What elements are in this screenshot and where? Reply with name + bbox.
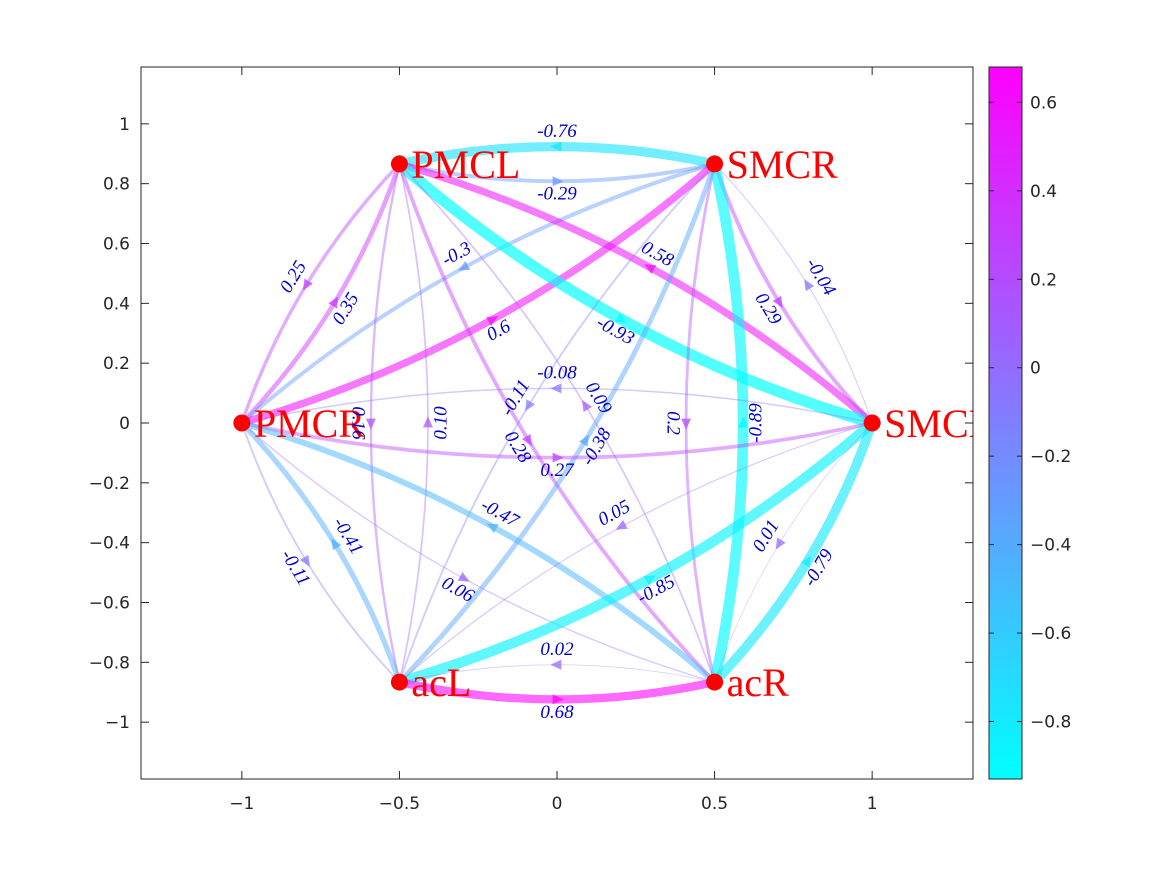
edge-arrowhead (550, 141, 562, 152)
node-acR (706, 673, 724, 691)
edge-arrowhead (643, 575, 656, 586)
plot-area (141, 67, 973, 779)
colorbar-frame (988, 66, 1023, 780)
edge-arrowhead (550, 659, 562, 670)
node-label-PMCR: PMCR (254, 401, 365, 446)
colorbar-gradient (989, 67, 1022, 779)
edge-arrowhead (775, 537, 786, 550)
y-tick-label: 0 (119, 414, 130, 434)
edge-arrowhead (552, 176, 564, 187)
node-SMCR (706, 155, 724, 173)
edge-arrowhead (486, 523, 499, 534)
colorbar-ticks: 0.6 0.4 0.2 0 −0.2 −0.4 −0.6 −0.8 (989, 93, 1071, 733)
edge-arrowhead (550, 383, 562, 394)
edges-layer (238, 141, 878, 705)
y-tick-label: −0.4 (89, 534, 130, 554)
nodes-layer (233, 155, 881, 691)
y-tick-label: −0.6 (89, 593, 130, 613)
x-tick-label: −0.5 (379, 794, 420, 814)
y-tick-label: 1 (119, 115, 130, 135)
edge-label: 0.16 (348, 406, 369, 440)
edge-arrowhead (615, 312, 628, 323)
edge-arrowhead (422, 416, 433, 428)
node-label-acR: acR (727, 660, 790, 705)
node-SMCL (863, 414, 881, 432)
x-tick-label: 1 (867, 794, 878, 814)
edge-arrowhead (681, 418, 692, 430)
edge-label: 0.02 (540, 639, 574, 660)
edge-label: 0.68 (540, 702, 574, 723)
node-label-SMCR: SMCR (727, 142, 838, 187)
colorbar-tick-label: −0.6 (1030, 624, 1071, 644)
edge-arrowhead (578, 434, 589, 447)
x-tick-label: 0.5 (701, 794, 728, 814)
node-label-SMCL: SMCL (884, 401, 993, 446)
node-label-acL: acL (411, 660, 471, 705)
y-tick-label: −0.2 (89, 474, 130, 494)
edge-label: 0.10 (430, 406, 451, 440)
edge-arrowhead (644, 264, 657, 274)
edge-arrowhead (804, 279, 815, 292)
edge-arrowhead (457, 572, 470, 582)
y-tick-label: 0.8 (103, 175, 130, 195)
node-labels-layer: PMCL SMCR PMCR SMCL acL acR (254, 142, 993, 705)
edge-label: -0.29 (537, 184, 577, 205)
x-tick-label: −1 (229, 794, 254, 814)
edge-label: -0.08 (537, 363, 577, 384)
edge-arrowhead (302, 278, 313, 291)
y-tick-label: 0.2 (103, 354, 130, 374)
node-label-PMCL: PMCL (411, 142, 520, 187)
edge-label: 0.2 (663, 411, 684, 435)
y-tick-label: 0.6 (103, 235, 130, 255)
edge-arrowhead (801, 555, 812, 568)
edge-arrowhead (615, 520, 628, 530)
edge-arrowhead (738, 416, 749, 428)
edge-arrowhead (328, 296, 339, 309)
y-tick-label: −1 (105, 713, 130, 733)
edge-arrowhead (772, 295, 783, 308)
edge-arrowhead (521, 433, 532, 446)
edge-label: -0.76 (537, 121, 577, 142)
node-PMCR (233, 414, 251, 432)
edge-arrowhead (552, 452, 564, 463)
y-axis: 1 0.8 0.6 0.4 0.2 0 −0.2 −0.4 −0.6 −0.8 −1 (89, 115, 973, 733)
edge-arrowhead (486, 316, 499, 326)
edge-arrowhead (552, 694, 564, 705)
edge-label: -0.89 (745, 403, 766, 443)
node-PMCL (390, 155, 408, 173)
y-tick-label: 0.4 (103, 294, 130, 314)
edge-arrowhead (458, 260, 471, 271)
x-tick-label: 0 (552, 794, 563, 814)
node-acL (390, 673, 408, 691)
colorbar-tick-label: 0 (1030, 359, 1041, 379)
edge-arrowhead (331, 538, 342, 551)
colorbar: 0.6 0.4 0.2 0 −0.2 −0.4 −0.6 −0.8 (988, 66, 1071, 780)
y-tick-label: −0.8 (89, 653, 130, 673)
colorbar-tick-label: −0.2 (1030, 447, 1071, 467)
colorbar-tick-label: 0.4 (1030, 182, 1057, 202)
edge-arrowhead (582, 400, 593, 413)
colorbar-tick-label: −0.4 (1030, 536, 1071, 556)
colorbar-tick-label: 0.6 (1030, 93, 1057, 113)
edge-arrowhead (525, 399, 536, 412)
edge-arrowhead (365, 418, 376, 430)
x-axis: −1 −0.5 0 0.5 1 (229, 67, 878, 814)
edge-arrowhead (299, 554, 310, 567)
edge-label: 0.27 (540, 460, 575, 481)
colorbar-tick-label: −0.8 (1030, 713, 1071, 733)
colorbar-tick-label: 0.2 (1030, 270, 1057, 290)
